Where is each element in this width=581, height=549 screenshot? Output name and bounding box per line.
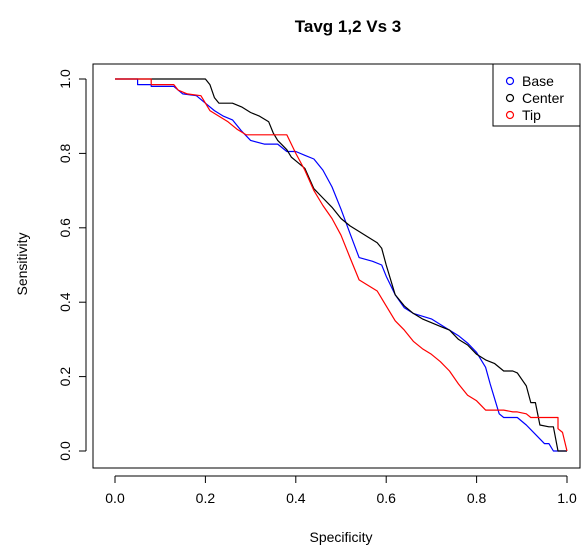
y-tick-label: 0.6 bbox=[57, 218, 73, 238]
series-line-base bbox=[115, 78, 567, 452]
chart-title: Tavg 1,2 Vs 3 bbox=[295, 17, 401, 36]
axis-layer: 0.0 0.2 0.4 0.6 0.8 1.0 0.0 0.2 0.4 0.6 0.8 1.0 bbox=[57, 69, 577, 506]
y-axis-label: Sensitivity bbox=[14, 232, 30, 295]
legend-marker-center bbox=[505, 93, 515, 103]
y-tick-label: 0.2 bbox=[57, 367, 73, 387]
series-line-center bbox=[115, 78, 567, 452]
x-tick-label: 0.0 bbox=[105, 490, 125, 506]
x-tick-label: 0.6 bbox=[376, 490, 396, 506]
y-tick-label: 0.4 bbox=[57, 292, 73, 312]
legend-label-tip: Tip bbox=[522, 107, 541, 123]
y-tick-label: 0.8 bbox=[57, 143, 73, 163]
x-tick-label: 1.0 bbox=[557, 490, 577, 506]
plot-frame bbox=[92, 63, 581, 469]
legend-label-base: Base bbox=[522, 73, 554, 89]
x-tick-label: 0.8 bbox=[467, 490, 487, 506]
series-line-tip bbox=[115, 78, 568, 452]
x-tick-label: 0.2 bbox=[196, 490, 216, 506]
y-tick-label: 0.0 bbox=[57, 441, 73, 461]
x-tick-label: 0.4 bbox=[286, 490, 306, 506]
legend-label-center: Center bbox=[522, 90, 564, 106]
legend-marker-base bbox=[505, 76, 515, 86]
y-tick-label: 1.0 bbox=[57, 69, 73, 89]
x-axis-label: Specificity bbox=[309, 529, 372, 545]
legend-marker-tip bbox=[505, 110, 515, 120]
series-layer bbox=[115, 78, 568, 452]
